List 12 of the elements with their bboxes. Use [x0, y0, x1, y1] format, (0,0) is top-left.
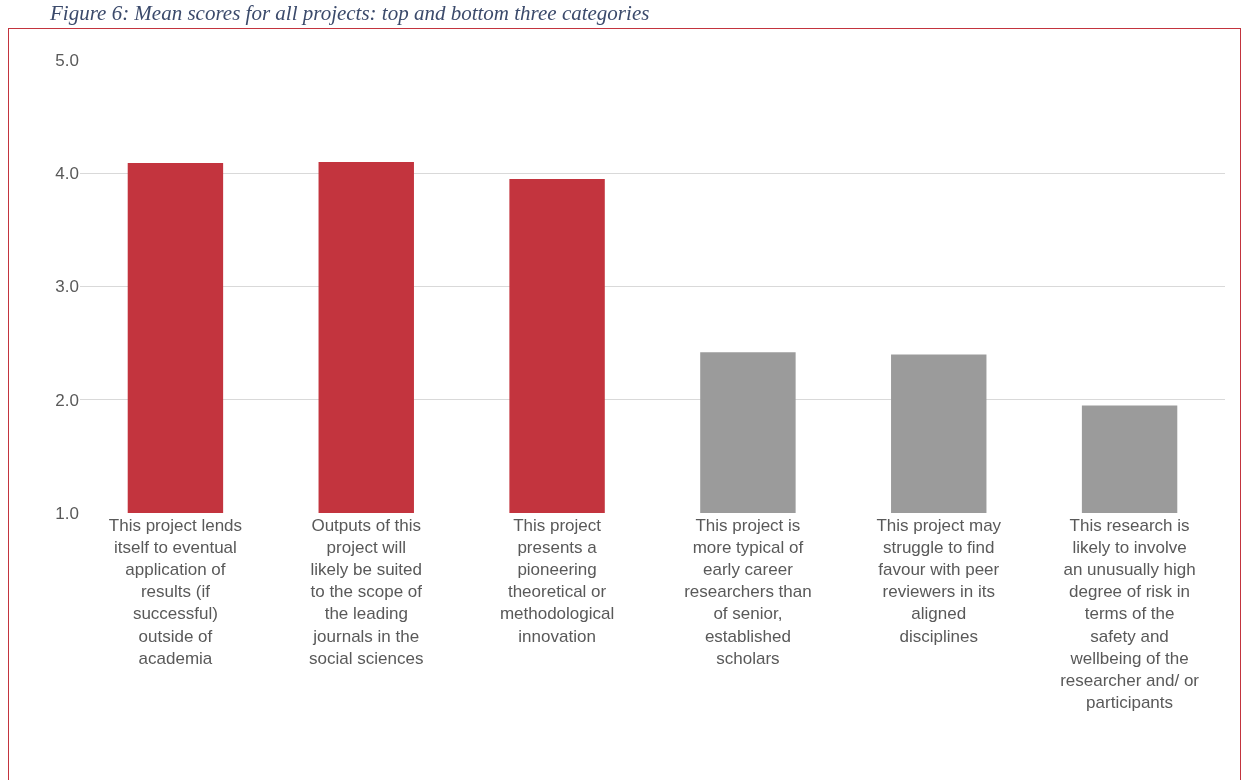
chart-title: Figure 6: Mean scores for all projects: top and bottom three categories: [50, 1, 650, 26]
x-tick-label: This project presents a pioneering theoretical or methodological innovation: [499, 516, 615, 646]
x-tick-label: Outputs of this project will likely be suited to the scope of the leading journals in the social sciences: [309, 516, 424, 668]
y-tick-label: 3.0: [55, 277, 79, 297]
y-tick-label: 1.0: [55, 503, 79, 523]
x-tick-label: This project may struggle to find favour with peer reviewers in its aligned disciplines: [876, 516, 1002, 646]
x-tick-label: This project lends itself to eventual application of results (if successful) outside of academia: [108, 516, 243, 668]
y-tick-label: 4.0: [55, 164, 79, 184]
category-label: This research is likely to involve an unusually high degree of risk in terms of the safety and wellbeing of the researcher and/ or participants: [1060, 516, 1200, 712]
x-tick-label: This project is more typical of early career researchers than of senior, established scholars: [684, 516, 812, 668]
y-tick-label: 2.0: [55, 390, 79, 410]
y-tick-label: 5.0: [55, 50, 79, 70]
